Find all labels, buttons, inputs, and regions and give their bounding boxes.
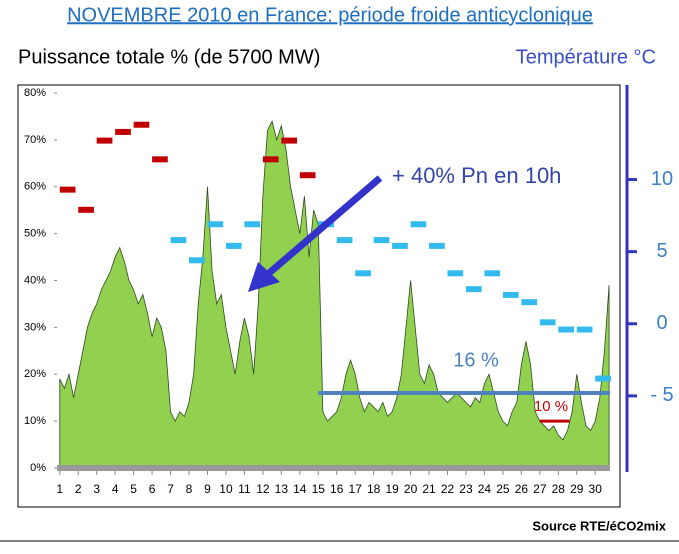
temperature-dash [392,242,408,249]
temperature-dash [521,299,538,306]
y-tick-label: 80% [24,87,46,99]
y-tick-label: 50% [24,228,46,240]
annotation-arrow [265,175,383,277]
reference-label: 16 % [453,349,499,371]
temperature-dash [576,326,593,333]
x-tick-label: 4 [112,482,119,496]
x-tick-label: 28 [552,482,566,496]
y2-tick-label: 5 [656,240,667,262]
x-tick-label: 29 [570,482,584,496]
x-tick-label: 27 [533,482,547,496]
temperature-dash [152,156,168,163]
x-tick-label: 13 [275,482,289,496]
x-tick-label: 24 [478,482,492,496]
x-tick-label: 6 [149,482,156,496]
x-tick-label: 22 [441,482,455,496]
temperature-dash [207,221,224,228]
x-tick-label: 26 [515,482,529,496]
x-tick-label: 25 [496,482,510,496]
temperature-dash [115,128,131,135]
temperature-dash [373,237,390,244]
temperature-dash [96,137,113,144]
y-tick-label: 10% [24,415,46,427]
y-tick-label: 20% [24,368,46,380]
x-tick-label: 7 [167,482,174,496]
annotation: + 40% Pn en 10h [392,163,561,188]
x-tick-label: 9 [204,482,211,496]
temperature-dash [502,291,519,298]
y-tick-label: 70% [24,134,46,146]
y-tick-label: 40% [24,274,46,286]
y2-tick-label: 0 [656,312,667,334]
temperature-dash [225,242,242,249]
x-tick-label: 8 [186,482,193,496]
x-tick-label: 18 [367,482,381,496]
temperature-dash [299,172,316,179]
temperature-dash [484,270,501,277]
area [59,119,610,469]
y-tick-label: 0% [30,462,46,474]
temperature-dash [78,206,94,213]
temperature-dash [336,237,353,244]
y2-tick-label: 10 [651,168,673,190]
temperature-dash [281,137,298,144]
temperature-dash [133,121,150,128]
temperature-dash [189,257,205,264]
source: Source RTE/éCO2mix [532,518,666,533]
x-tick-label: 17 [349,482,363,496]
temperature-dash [595,375,611,382]
reference-label: 10 % [534,398,568,415]
plot-frame [17,84,621,508]
x-tick-label: 11 [238,482,251,496]
chart-title: NOVEMBRE 2010 en France: période froide … [67,4,593,26]
temperature-dash [558,326,574,333]
y-axis-label: Puissance totale % (de 5700 MW) [18,46,320,68]
x-tick-label: 12 [256,482,270,496]
annotation-arrowhead [248,262,280,292]
x-tick-label: 1 [56,482,63,496]
x-tick-label: 19 [385,482,399,496]
x-tick-label: 20 [404,482,418,496]
temperature-dash [170,237,187,244]
temperature-dash [539,319,556,326]
x-tick-label: 2 [75,482,82,496]
temperature-dash [355,270,371,277]
baseline [57,465,610,471]
temperature-dash [429,242,445,249]
x-tick-label: 21 [422,482,436,496]
x-tick-label: 5 [130,482,137,496]
y2-tick-label: - 5 [650,384,673,406]
temperature-dash [410,221,427,228]
x-tick-label: 23 [459,482,473,496]
y-tick-label: 60% [24,181,46,193]
x-tick-label: 16 [330,482,344,496]
temperature-dash [447,270,464,277]
x-tick-label: 15 [312,482,326,496]
x-tick-label: 10 [219,482,233,496]
temperature-dash [465,286,482,293]
x-tick-label: 30 [589,482,603,496]
x-tick-label: 3 [93,482,100,496]
temperature-dash [262,156,279,163]
y2-axis-label: Température °C [516,46,656,68]
x-tick-label: 14 [293,482,307,496]
temperature-dash [244,221,261,228]
temperature-dash [59,186,76,193]
y-tick-label: 30% [24,321,46,333]
